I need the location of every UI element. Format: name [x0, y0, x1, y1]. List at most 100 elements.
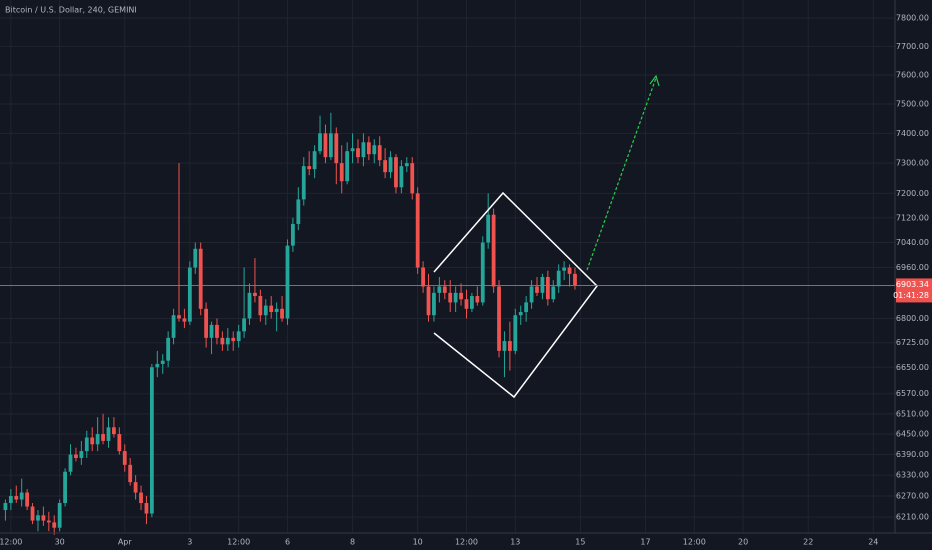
- candle-body: [453, 292, 458, 303]
- candle-body: [426, 286, 431, 316]
- last-price-box: [896, 278, 932, 303]
- candle-body: [177, 315, 181, 319]
- x-tick-label: 6: [285, 538, 290, 547]
- y-tick-label: 6570.00: [896, 389, 929, 398]
- x-tick-label: 17: [640, 538, 650, 547]
- candle-body: [30, 506, 35, 521]
- candle-body: [535, 286, 539, 293]
- y-tick-label: 6390.00: [896, 450, 929, 459]
- candle-body: [312, 151, 317, 170]
- candle-body: [117, 434, 122, 452]
- candle-body: [486, 214, 491, 243]
- y-tick-label: 7400.00: [896, 129, 929, 138]
- y-tick-label: 6725.00: [896, 338, 929, 347]
- candle-body: [204, 308, 209, 338]
- y-tick-label: 7040.00: [896, 238, 929, 247]
- candle-body: [366, 142, 371, 155]
- candle-body: [63, 471, 67, 504]
- target-arrow: [586, 77, 657, 271]
- candle-body: [464, 299, 469, 309]
- candle-body: [68, 454, 73, 472]
- candle-body: [345, 151, 350, 182]
- candle-body: [404, 163, 409, 167]
- x-tick-label: Apr: [118, 538, 133, 547]
- candle-body: [361, 142, 366, 158]
- candle-body: [101, 434, 105, 441]
- x-tick-label: 12:00: [0, 538, 22, 547]
- candle-body: [491, 214, 496, 287]
- x-tick-label: 12:00: [455, 538, 478, 547]
- y-tick-label: 7300.00: [896, 159, 929, 168]
- x-tick-label: 30: [55, 538, 65, 547]
- candle-body: [3, 503, 8, 511]
- candle-body: [209, 324, 214, 338]
- candle-body: [410, 163, 415, 194]
- x-tick-label: 10: [413, 538, 423, 547]
- x-tick-label: 15: [575, 538, 585, 547]
- candle-body: [507, 341, 512, 351]
- candle-body: [139, 492, 143, 504]
- candle-body: [394, 157, 398, 188]
- arrow-head: [649, 74, 660, 87]
- candle-body: [399, 166, 404, 188]
- overlay: 6903.34 01:41:28: [0, 278, 932, 303]
- candle-body: [14, 496, 19, 500]
- chart-title: Bitcoin / U.S. Dollar, 240, GEMINI: [5, 6, 137, 15]
- candle-body: [562, 267, 567, 271]
- candle-body: [529, 286, 534, 303]
- x-tick-label: 8: [350, 538, 355, 547]
- candle-body: [556, 270, 561, 287]
- y-tick-label: 6960.00: [896, 263, 929, 272]
- candle-body: [144, 503, 149, 514]
- candle-body: [258, 296, 263, 316]
- candle-body: [350, 148, 355, 152]
- candle-body: [112, 427, 116, 435]
- candle-body: [263, 305, 268, 316]
- axes: 7800.00 7700.00 7600.00 7500.00 7400.00 7300.…: [0, 14, 929, 547]
- candle-body: [459, 292, 463, 300]
- candle-body: [106, 427, 111, 441]
- candle-body: [334, 133, 339, 164]
- y-tick-label: 6330.00: [896, 471, 929, 480]
- candle-body: [513, 315, 518, 351]
- candle-body: [74, 454, 78, 458]
- candle-body: [225, 337, 230, 345]
- candle-body: [242, 318, 246, 332]
- diamond-pattern: [433, 191, 598, 399]
- candle-body: [475, 296, 480, 303]
- candle-body: [122, 451, 127, 465]
- candle-body: [318, 133, 322, 152]
- candle-body: [470, 296, 474, 309]
- candle-body: [133, 482, 138, 493]
- x-tick-label: 13: [510, 538, 520, 547]
- candle-body: [269, 305, 274, 313]
- y-tick-label: 6270.00: [896, 492, 929, 501]
- candle-body: [19, 492, 24, 500]
- candle-body: [79, 451, 84, 458]
- candle-body: [128, 464, 133, 483]
- y-tick-label: 7600.00: [896, 71, 929, 80]
- candle-body: [220, 337, 225, 345]
- candle-body: [84, 437, 89, 452]
- candle-body: [231, 337, 236, 342]
- x-tick-label: 20: [738, 538, 748, 547]
- candle-body: [524, 302, 529, 313]
- candle-body: [388, 157, 393, 173]
- candle-body: [497, 286, 501, 351]
- grid: [0, 0, 895, 533]
- candle-body: [285, 245, 290, 319]
- candle-body: [36, 515, 40, 521]
- candle-body: [280, 308, 284, 319]
- countdown-label: 01:41:28: [893, 291, 929, 300]
- y-tick-label: 6450.00: [896, 430, 929, 439]
- candle-body: [236, 331, 241, 342]
- candle-body: [339, 163, 344, 182]
- candle-body: [274, 308, 279, 313]
- candle-body: [247, 292, 252, 319]
- candle-body: [480, 242, 485, 303]
- candle-body: [448, 292, 453, 303]
- candle-body: [95, 434, 100, 445]
- candle-body: [518, 312, 523, 316]
- candle-body: [25, 492, 30, 507]
